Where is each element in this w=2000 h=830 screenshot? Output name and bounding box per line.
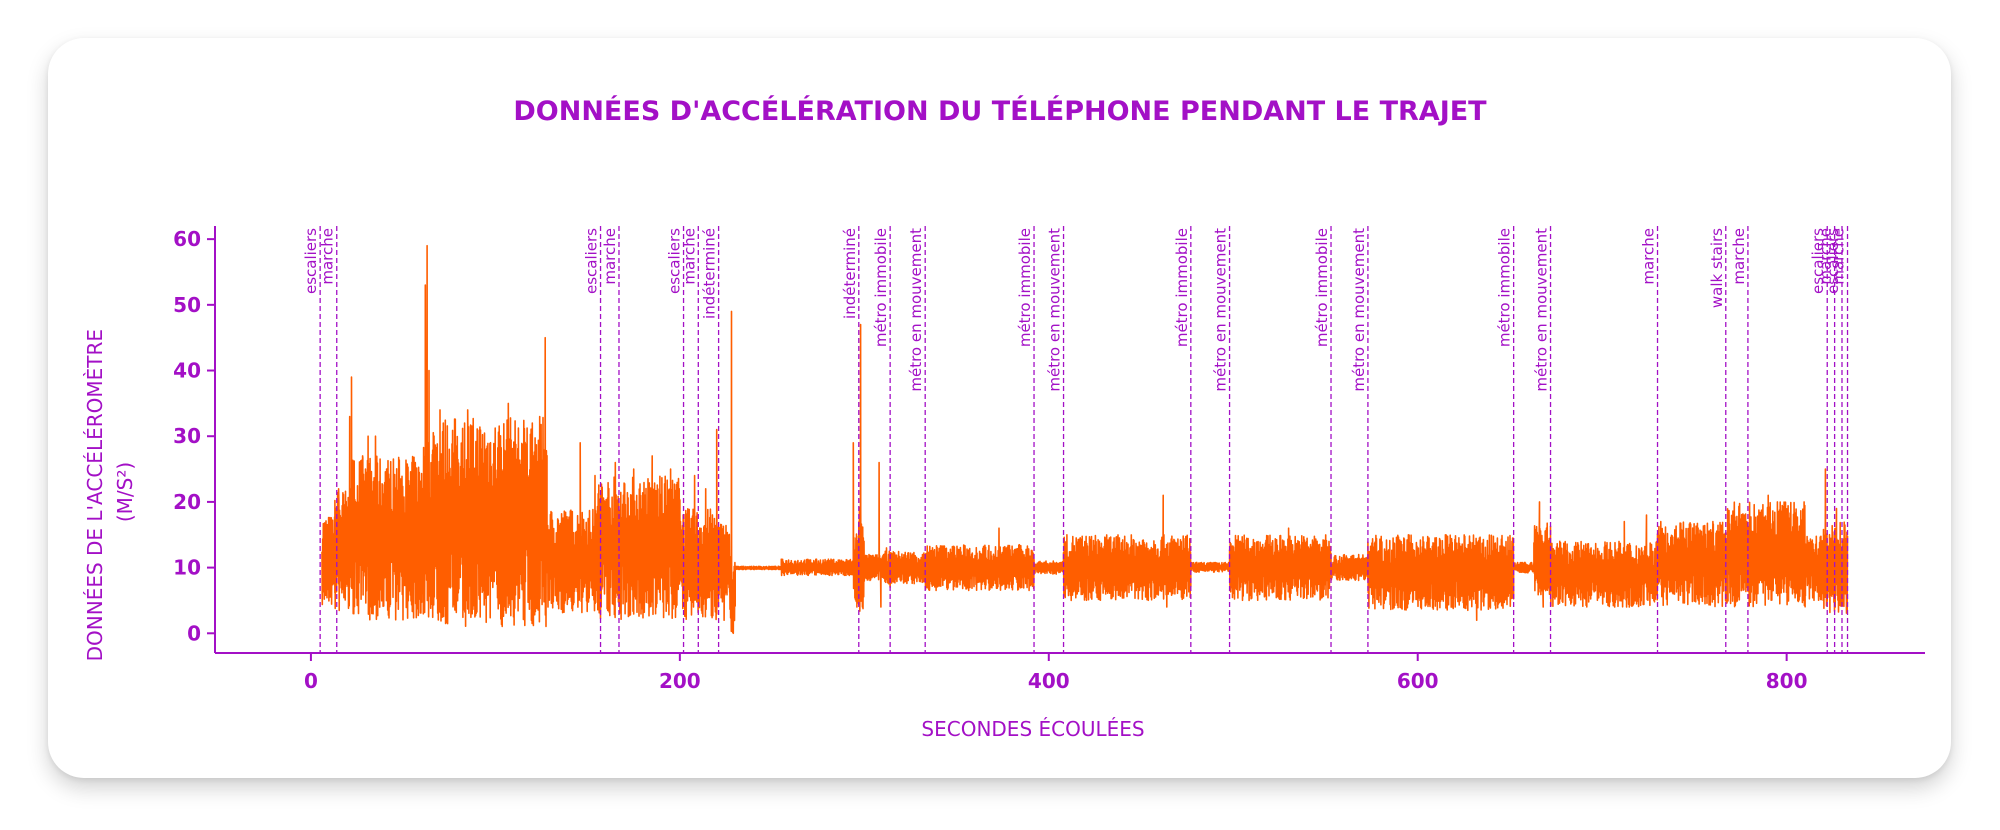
annotation-label-2: escaliers <box>583 228 601 294</box>
annotation-label-18: marche <box>1640 228 1658 285</box>
y-tick-label-4: 40 <box>173 359 201 383</box>
annotation-label-3: marche <box>601 228 619 285</box>
annotation-label-6: indéterminé <box>701 228 719 319</box>
annotation-label-20: marche <box>1730 228 1748 285</box>
annotation-label-9: métro en mouvement <box>907 228 925 392</box>
x-tick-label-1: 200 <box>659 669 701 693</box>
annotation-label-14: métro immobile <box>1313 228 1331 347</box>
y-axis-label-line-1: DONNÉES DE L'ACCÉLÉROMÈTRE <box>83 329 107 661</box>
y-tick-label-2: 20 <box>173 490 201 514</box>
y-tick-label-3: 30 <box>173 424 201 448</box>
annotation-label-8: métro immobile <box>872 228 890 347</box>
x-tick-label-0: 0 <box>304 669 318 693</box>
x-tick-label-2: 400 <box>1028 669 1070 693</box>
annotation-label-19: walk stairs <box>1708 228 1726 308</box>
annotation-label-11: métro en mouvement <box>1046 228 1064 392</box>
annotation-label-22: marche <box>1817 228 1835 285</box>
annotation-label-7: indéterminé <box>841 228 859 319</box>
y-tick-label-1: 10 <box>173 556 201 580</box>
annotation-label-12: métro immobile <box>1173 228 1191 347</box>
annotation-label-0: escaliers <box>302 228 320 294</box>
y-axis-label: DONNÉES DE L'ACCÉLÉROMÈTRE (M/S²) <box>83 323 137 662</box>
annotation-label-5: marche <box>680 228 698 285</box>
annotation-label-4: escaliers <box>666 228 684 294</box>
annotation-label-10: métro immobile <box>1016 228 1034 347</box>
x-tick-label-3: 600 <box>1397 669 1439 693</box>
annotation-label-1: marche <box>319 228 337 285</box>
annotation-label-15: métro en mouvement <box>1350 228 1368 392</box>
annotation-label-17: métro en mouvement <box>1533 228 1551 392</box>
y-tick-label-6: 60 <box>173 227 201 251</box>
annotation-label-16: métro immobile <box>1496 228 1514 347</box>
annotation-label-24: marche <box>1830 228 1848 285</box>
plot-area <box>321 244 1849 635</box>
chart-title: DONNÉES D'ACCÉLÉRATION DU TÉLÉPHONE PEND… <box>513 95 1487 127</box>
chart-card <box>48 38 1951 778</box>
annotation-label-23: escaliers <box>1824 228 1842 294</box>
series-line-0 <box>321 244 1849 635</box>
y-tick-label-0: 0 <box>187 621 201 645</box>
x-axis-label: SECONDES ÉCOULÉES <box>921 717 1144 741</box>
annotation-label-13: métro en mouvement <box>1212 228 1230 392</box>
x-tick-label-4: 800 <box>1766 669 1808 693</box>
y-tick-label-5: 50 <box>173 293 201 317</box>
annotation-label-21: escaliers <box>1809 228 1827 294</box>
y-axis-label-line-2: (M/S²) <box>113 462 137 522</box>
